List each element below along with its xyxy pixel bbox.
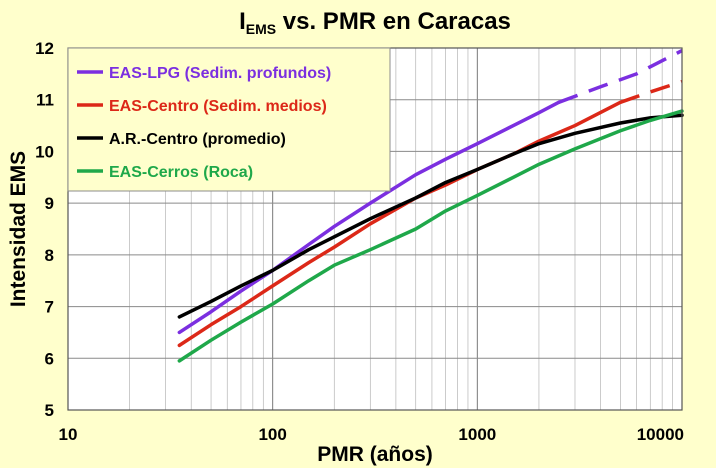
x-tick-label: 100 xyxy=(258,425,286,444)
series-layer xyxy=(177,49,684,363)
y-tick-label: 8 xyxy=(45,246,54,265)
series-line-2 xyxy=(177,100,623,348)
legend-label-1: EAS-LPG (Sedim. profundos) xyxy=(109,65,331,82)
y-tick-label: 12 xyxy=(35,39,54,58)
legend-label-2: EAS-Centro (Sedim. medios) xyxy=(109,98,327,115)
chart-title: IEMS vs. PMR en Caracas xyxy=(239,8,511,37)
y-tick-label: 7 xyxy=(45,298,54,317)
y-tick-label: 10 xyxy=(35,142,54,161)
x-tick-labels: 10 100 1000 10000 xyxy=(59,425,684,444)
series-extrapolation-2 xyxy=(619,79,683,104)
legend-label-4: EAS-Cerros (Roca) xyxy=(109,164,253,181)
series-line-1 xyxy=(177,100,561,335)
chart-title-main: I xyxy=(239,8,246,35)
chart-title-rest: vs. PMR en Caracas xyxy=(276,8,511,35)
y-tick-label: 5 xyxy=(45,401,54,420)
x-tick-label: 1000 xyxy=(458,425,496,444)
legend-label-3: A.R.-Centro (promedio) xyxy=(109,131,286,148)
x-axis-label: PMR (años) xyxy=(317,443,433,466)
series-extrapolation-1 xyxy=(558,49,683,104)
y-axis-label: Intensidad EMS xyxy=(7,151,30,307)
series-line-3 xyxy=(177,113,684,319)
legend-box xyxy=(67,47,391,192)
y-tick-label: 11 xyxy=(36,91,54,110)
y-tick-labels: 5 6 7 8 9 10 11 12 xyxy=(35,39,54,420)
series-line-4 xyxy=(177,109,684,363)
y-tick-label: 6 xyxy=(45,349,54,368)
chart-title-subscript: EMS xyxy=(246,21,276,37)
y-tick-label: 9 xyxy=(45,194,54,213)
x-tick-label: 10000 xyxy=(637,425,684,444)
legend: EAS-LPG (Sedim. profundos) EAS-Centro (Se… xyxy=(67,47,391,192)
x-tick-label: 10 xyxy=(59,425,78,444)
